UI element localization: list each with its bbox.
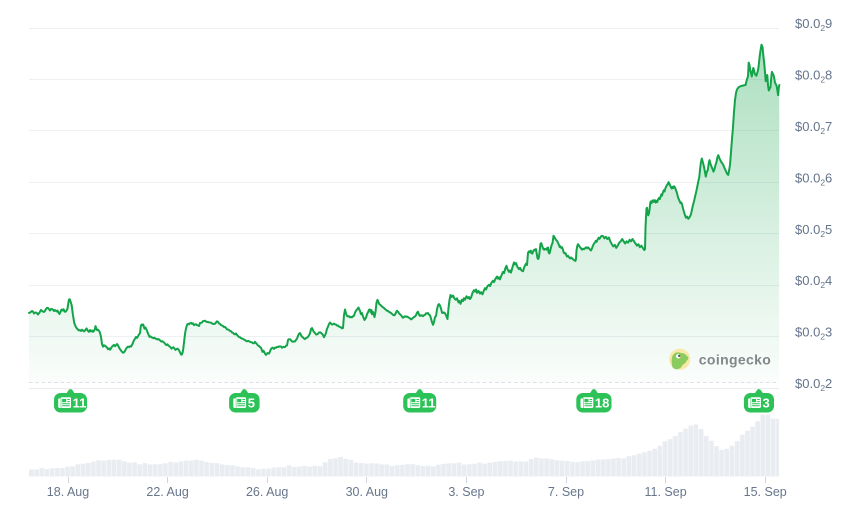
svg-text:11. Sep: 11. Sep — [645, 485, 687, 499]
svg-text:$0.025: $0.025 — [795, 222, 832, 239]
svg-text:3: 3 — [763, 396, 770, 411]
svg-text:$0.026: $0.026 — [795, 170, 832, 187]
svg-text:30. Aug: 30. Aug — [346, 485, 388, 499]
svg-text:18. Aug: 18. Aug — [47, 485, 89, 499]
svg-text:7. Sep: 7. Sep — [548, 485, 584, 499]
svg-text:11: 11 — [422, 396, 436, 411]
svg-text:$0.027: $0.027 — [795, 119, 832, 136]
svg-text:22. Aug: 22. Aug — [146, 485, 188, 499]
svg-text:coingecko: coingecko — [699, 352, 771, 368]
svg-text:15. Sep: 15. Sep — [744, 485, 787, 499]
svg-text:$0.028: $0.028 — [795, 68, 832, 85]
svg-text:$0.024: $0.024 — [795, 273, 832, 290]
svg-text:26. Aug: 26. Aug — [246, 485, 288, 499]
svg-text:3. Sep: 3. Sep — [448, 485, 484, 499]
svg-text:$0.029: $0.029 — [795, 16, 832, 33]
svg-text:$0.022: $0.022 — [795, 376, 832, 393]
svg-text:5: 5 — [248, 396, 255, 411]
svg-text:11: 11 — [73, 396, 87, 411]
svg-text:$0.023: $0.023 — [795, 325, 832, 342]
svg-text:18: 18 — [595, 396, 609, 411]
